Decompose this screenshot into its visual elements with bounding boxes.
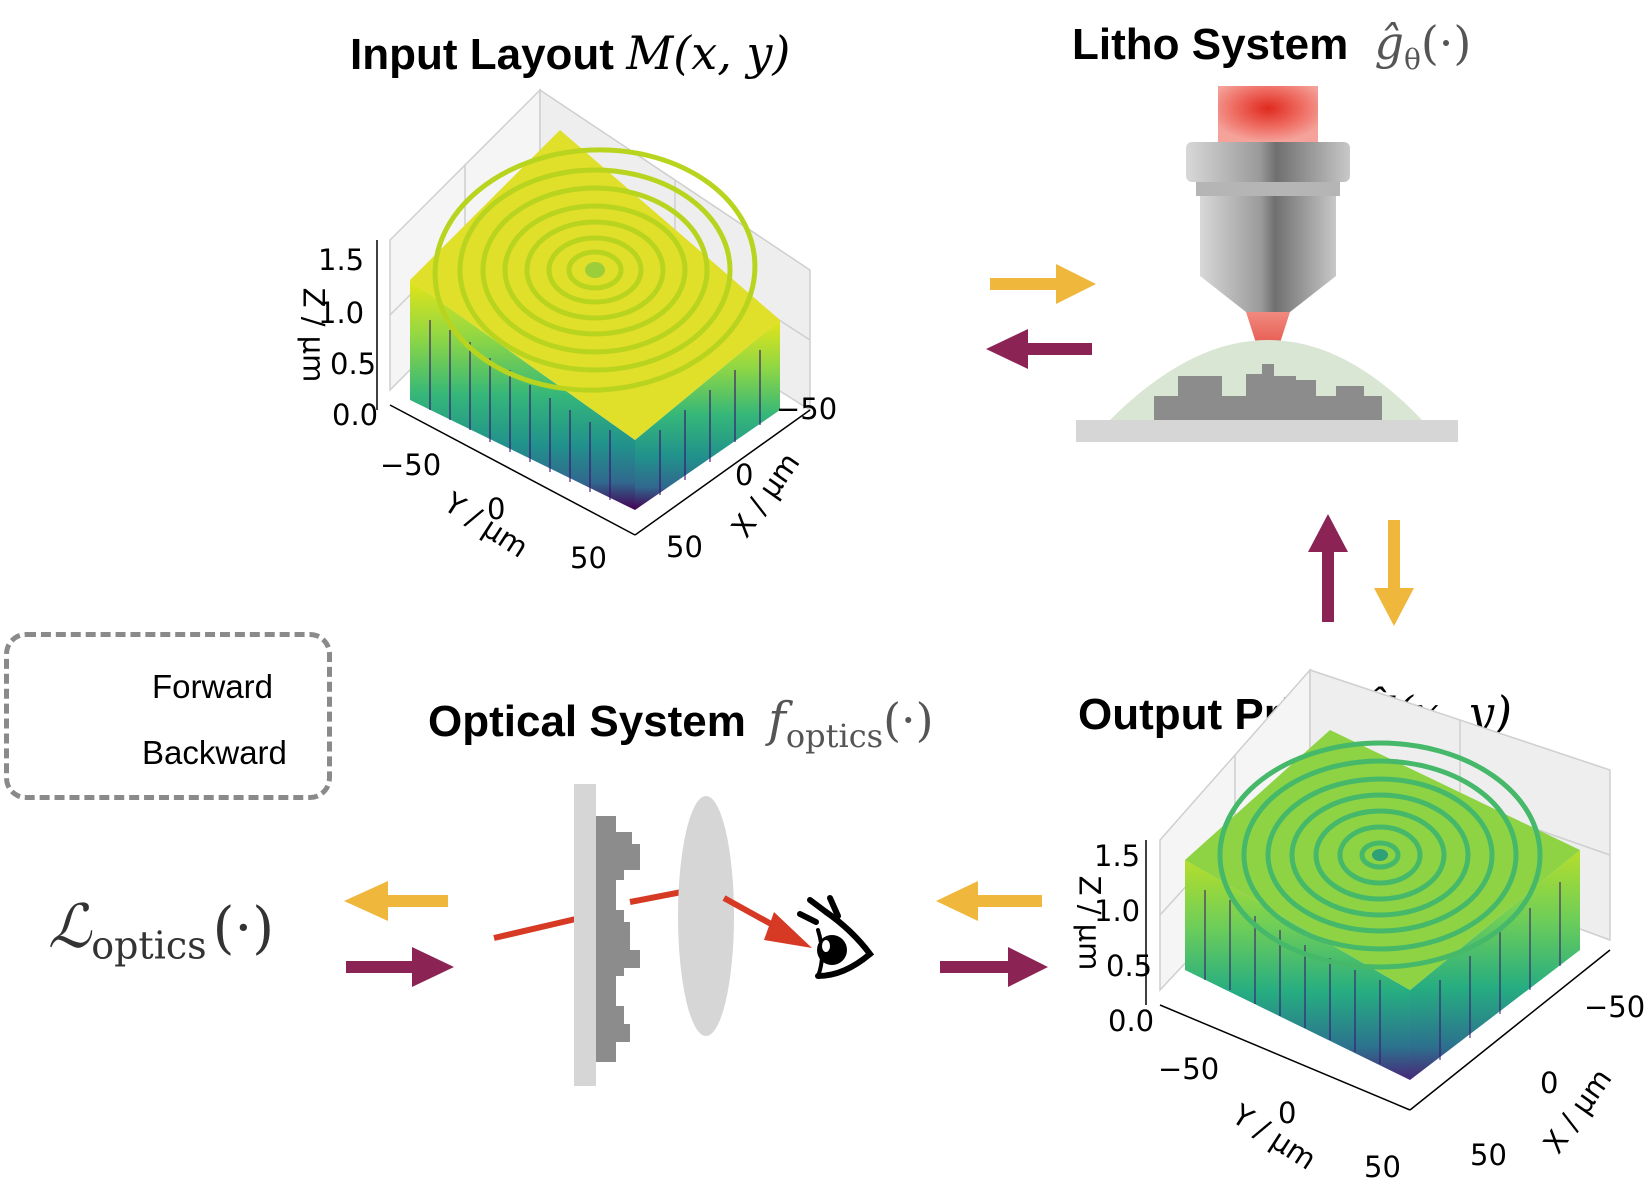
input-layout-y-tick-1: −50: [380, 448, 442, 482]
input-layout-z-tick-3: 0.5: [330, 347, 377, 381]
output-print-z-label: Z / μm: [1072, 875, 1107, 971]
output-print-x-tick-3: 50: [1470, 1138, 1507, 1172]
arrow-optical-to-loss-forward: [344, 881, 448, 921]
arrow-output-to-optical-forward: [936, 881, 1042, 921]
input-layout-x-tick-2: 0: [735, 458, 754, 492]
litho-system-illustration: [1076, 86, 1458, 442]
output-print-y-tick-1: −50: [1158, 1052, 1220, 1086]
output-print-front-right-face: [1410, 850, 1580, 1080]
loss-arg: (·): [212, 896, 275, 961]
litho-system-title: Litho System ĝθ(·): [1072, 16, 1471, 76]
input-layout-y-tick-3: 50: [570, 541, 607, 575]
optical-system-title-math: f: [768, 692, 786, 748]
input-layout-front-left-face: [410, 280, 635, 510]
optical-system-title: Optical System foptics(·): [428, 692, 934, 755]
input-layout-z-tick-2: 1.0: [318, 296, 365, 330]
input-layout-x-tick-3: 50: [666, 530, 703, 564]
input-layout-top-surface: [410, 130, 780, 440]
output-print-y-tick-2: 0: [1278, 1096, 1297, 1130]
optical-system-title-math-arg: (·): [883, 693, 934, 747]
litho-system-title-math: ĝ: [1374, 16, 1404, 70]
doe-profile: [596, 816, 640, 1062]
loss-function: ℒoptics (·): [48, 892, 274, 967]
output-print-z-tick-4: 0.0: [1108, 1004, 1155, 1038]
optical-system-title-text: Optical System: [428, 697, 746, 746]
output-print-z-tick-1: 1.5: [1094, 839, 1141, 873]
output-print-axis-lines: [1145, 840, 1611, 1111]
loss-sub: optics: [91, 923, 207, 968]
litho-system-title-math-arg: (·): [1420, 16, 1472, 70]
objective-lens: [1186, 142, 1350, 312]
output-print-x-tick-2: 0: [1540, 1066, 1559, 1100]
doe-plate: [574, 784, 596, 1086]
loss-symbol: ℒ: [48, 892, 92, 962]
input-layout-front-right-face: [635, 320, 780, 510]
laser-source: [1218, 86, 1318, 142]
arrow-litho-to-output-forward: [1374, 520, 1414, 626]
input-layout-title-math: M(x, y): [626, 26, 791, 80]
litho-system-title-math-sub: θ: [1403, 42, 1421, 76]
legend: [4, 632, 332, 800]
input-layout-z-tick-1: 1.5: [318, 243, 365, 277]
optical-system-illustration: [493, 784, 875, 1086]
substrate: [1076, 420, 1458, 442]
output-print-y-tick-3: 50: [1364, 1150, 1401, 1184]
legend-forward-label: Forward: [152, 668, 274, 705]
optical-system-title-math-sub: optics: [785, 717, 884, 756]
output-print-front-left-face: [1185, 860, 1410, 1080]
legend-backward-label: Backward: [142, 734, 287, 771]
input-layout-rings: [432, 147, 758, 393]
output-print-plot: [1145, 668, 1611, 1111]
outgoing-ray-arrowhead: [764, 912, 812, 948]
printed-structure: [1154, 364, 1382, 420]
arrow-loss-to-optical-backward: [346, 947, 454, 987]
arrow-optical-to-output-backward: [940, 947, 1048, 987]
input-layout-striations: [429, 320, 761, 500]
incoming-ray: [493, 915, 581, 941]
arrow-input-to-litho-forward: [990, 264, 1096, 304]
input-layout-title-text: Input Layout: [350, 30, 614, 79]
output-print-x-tick-1: −50: [1584, 990, 1646, 1024]
output-print-z-tick-3: 0.5: [1106, 949, 1153, 983]
input-layout-z-tick-4: 0.0: [332, 398, 379, 432]
arrow-litho-to-input-backward: [986, 329, 1092, 369]
lens: [678, 796, 734, 1036]
input-layout-y-tick-2: 0: [487, 492, 506, 526]
litho-system-title-text: Litho System: [1072, 20, 1349, 69]
input-layout-axis-lines: [376, 240, 811, 536]
input-layout-plot: [376, 88, 811, 536]
output-print-striations: [1204, 882, 1561, 1064]
output-print-z-tick-2: 1.0: [1094, 894, 1141, 928]
arrow-output-to-litho-backward: [1308, 514, 1348, 622]
input-layout-title: Input Layout M(x, y): [350, 26, 790, 80]
input-layout-x-tick-1: −50: [776, 392, 838, 426]
output-print-rings: [1217, 740, 1543, 970]
